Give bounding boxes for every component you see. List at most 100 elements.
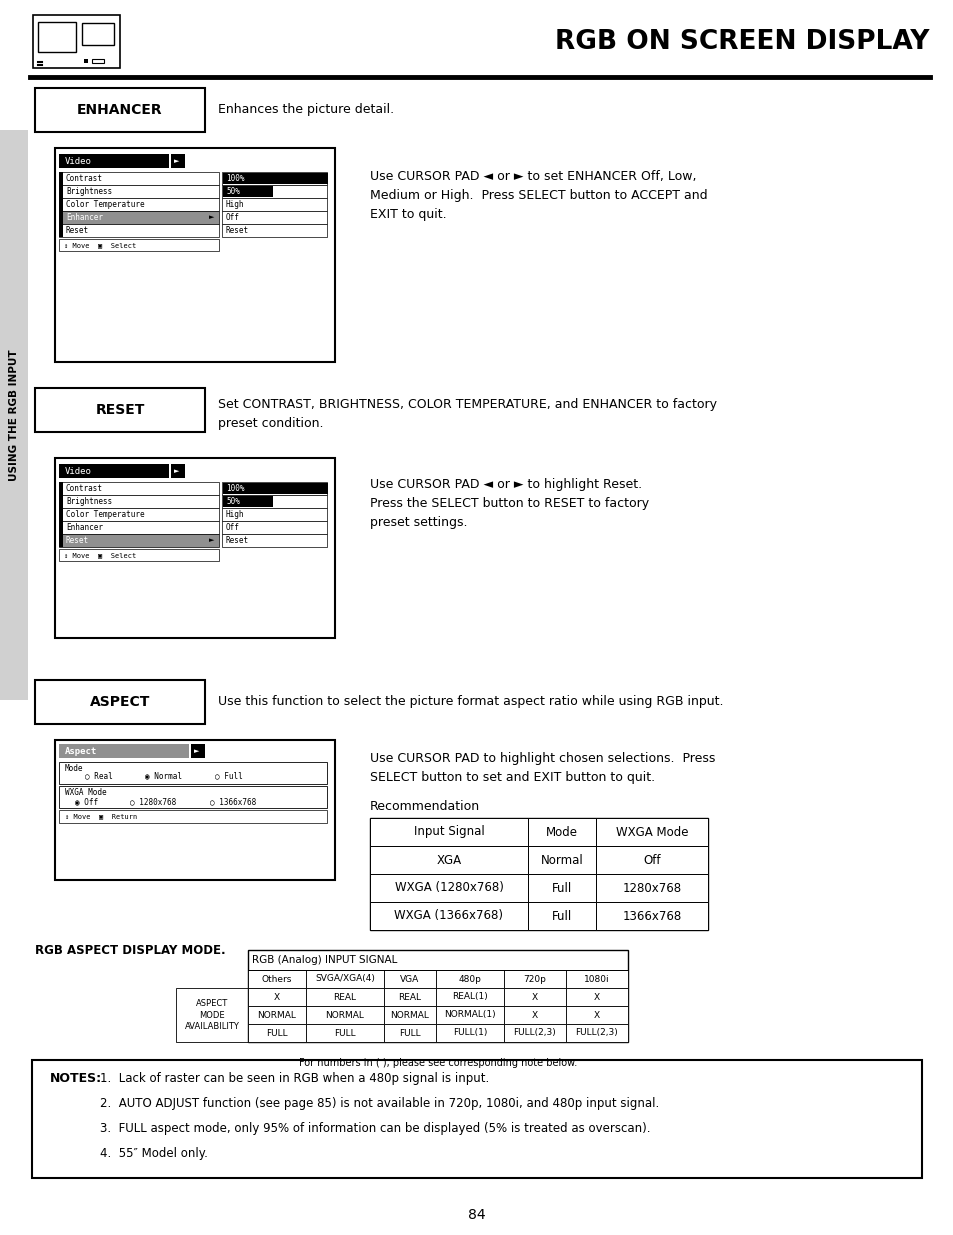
Text: ◉ Normal: ◉ Normal — [145, 772, 182, 781]
Bar — [222, 224, 327, 237]
Bar — [436, 1007, 503, 1024]
Text: X: X — [594, 1010, 599, 1020]
Text: RGB (Analog) INPUT SIGNAL: RGB (Analog) INPUT SIGNAL — [252, 955, 397, 965]
Text: Use CURSOR PAD ◄ or ► to highlight Reset.
Press the SELECT button to RESET to fa: Use CURSOR PAD ◄ or ► to highlight Reset… — [370, 478, 648, 529]
Text: ○ 1280x768: ○ 1280x768 — [130, 798, 176, 806]
Bar — [59, 482, 63, 495]
Bar — [248, 988, 306, 1007]
Text: Recommendation: Recommendation — [370, 800, 479, 813]
Bar — [59, 550, 219, 561]
Text: ↕ Move  ▣  Select: ↕ Move ▣ Select — [64, 552, 136, 558]
Bar — [223, 496, 273, 508]
Text: Off: Off — [642, 853, 660, 867]
Bar — [503, 969, 565, 988]
Text: NORMAL: NORMAL — [325, 1010, 364, 1020]
Bar — [55, 148, 335, 362]
Bar — [527, 818, 596, 846]
Text: ENHANCER: ENHANCER — [77, 103, 163, 117]
Text: Color Temperature: Color Temperature — [66, 200, 145, 209]
Bar — [59, 185, 219, 198]
Bar — [59, 482, 219, 495]
Text: 1280x768: 1280x768 — [621, 882, 680, 894]
Bar — [59, 198, 219, 211]
Text: NORMAL(1): NORMAL(1) — [444, 1010, 496, 1020]
Bar — [59, 172, 219, 185]
Bar — [59, 743, 189, 758]
Bar — [59, 464, 169, 478]
Bar — [59, 495, 219, 508]
Text: XGA: XGA — [436, 853, 461, 867]
Text: Use this function to select the picture format aspect ratio while using RGB inpu: Use this function to select the picture … — [218, 695, 722, 709]
Bar — [222, 172, 327, 185]
Text: Brightness: Brightness — [66, 496, 112, 506]
Bar — [222, 521, 327, 534]
Text: X: X — [274, 993, 280, 1002]
Bar — [384, 969, 436, 988]
Text: Video: Video — [65, 467, 91, 475]
Text: 50%: 50% — [226, 186, 239, 196]
Text: REAL(1): REAL(1) — [452, 993, 487, 1002]
Text: 84: 84 — [468, 1208, 485, 1221]
Bar — [38, 22, 76, 52]
Bar — [565, 988, 627, 1007]
Text: Normal: Normal — [540, 853, 583, 867]
Text: WXGA Mode: WXGA Mode — [65, 788, 107, 797]
Text: 1366x768: 1366x768 — [621, 909, 680, 923]
Bar — [32, 1060, 921, 1178]
Bar — [59, 521, 63, 534]
Bar — [59, 534, 63, 547]
Bar — [248, 1024, 306, 1042]
Text: Enhancer: Enhancer — [66, 522, 103, 532]
Text: ►: ► — [209, 537, 214, 543]
Bar — [306, 1024, 384, 1042]
Bar — [596, 846, 707, 874]
Bar — [370, 818, 707, 930]
Text: Brightness: Brightness — [66, 186, 112, 196]
Text: WXGA (1280x768): WXGA (1280x768) — [395, 882, 503, 894]
Text: WXGA (1366x768): WXGA (1366x768) — [395, 909, 503, 923]
Bar — [370, 818, 527, 846]
Bar — [436, 1024, 503, 1042]
Text: FULL(1): FULL(1) — [453, 1029, 487, 1037]
Bar — [84, 59, 88, 63]
Bar — [222, 508, 327, 521]
Bar — [222, 185, 327, 198]
Bar — [306, 1007, 384, 1024]
Bar — [59, 172, 63, 185]
Bar — [222, 198, 327, 211]
Bar — [306, 969, 384, 988]
Bar — [222, 534, 327, 547]
Text: Use CURSOR PAD to highlight chosen selections.  Press
SELECT button to set and E: Use CURSOR PAD to highlight chosen selec… — [370, 752, 715, 784]
Bar — [35, 680, 205, 724]
Text: Enhancer: Enhancer — [66, 212, 103, 222]
Bar — [222, 482, 327, 495]
Text: Reset: Reset — [226, 536, 249, 545]
Text: Others: Others — [261, 974, 292, 983]
Bar — [175, 988, 248, 1042]
Text: Aspect: Aspect — [65, 746, 97, 756]
Text: X: X — [532, 993, 537, 1002]
Bar — [436, 988, 503, 1007]
Bar — [527, 902, 596, 930]
Bar — [59, 224, 219, 237]
Bar — [527, 846, 596, 874]
Text: NORMAL: NORMAL — [390, 1010, 429, 1020]
Text: X: X — [532, 1010, 537, 1020]
Bar — [384, 988, 436, 1007]
Text: 100%: 100% — [226, 174, 244, 183]
Bar — [82, 23, 113, 44]
Bar — [171, 464, 185, 478]
Text: FULL(2,3): FULL(2,3) — [513, 1029, 556, 1037]
Text: REAL: REAL — [334, 993, 356, 1002]
Bar — [248, 950, 627, 1042]
Text: REAL: REAL — [398, 993, 421, 1002]
Bar — [223, 186, 273, 198]
Text: FULL: FULL — [398, 1029, 420, 1037]
Bar — [33, 15, 120, 68]
Bar — [370, 902, 527, 930]
Text: 480p: 480p — [458, 974, 481, 983]
Bar — [222, 495, 327, 508]
Bar — [91, 59, 104, 63]
Text: ↕ Move  ▣  Select: ↕ Move ▣ Select — [64, 242, 136, 248]
Text: 50%: 50% — [226, 496, 239, 506]
